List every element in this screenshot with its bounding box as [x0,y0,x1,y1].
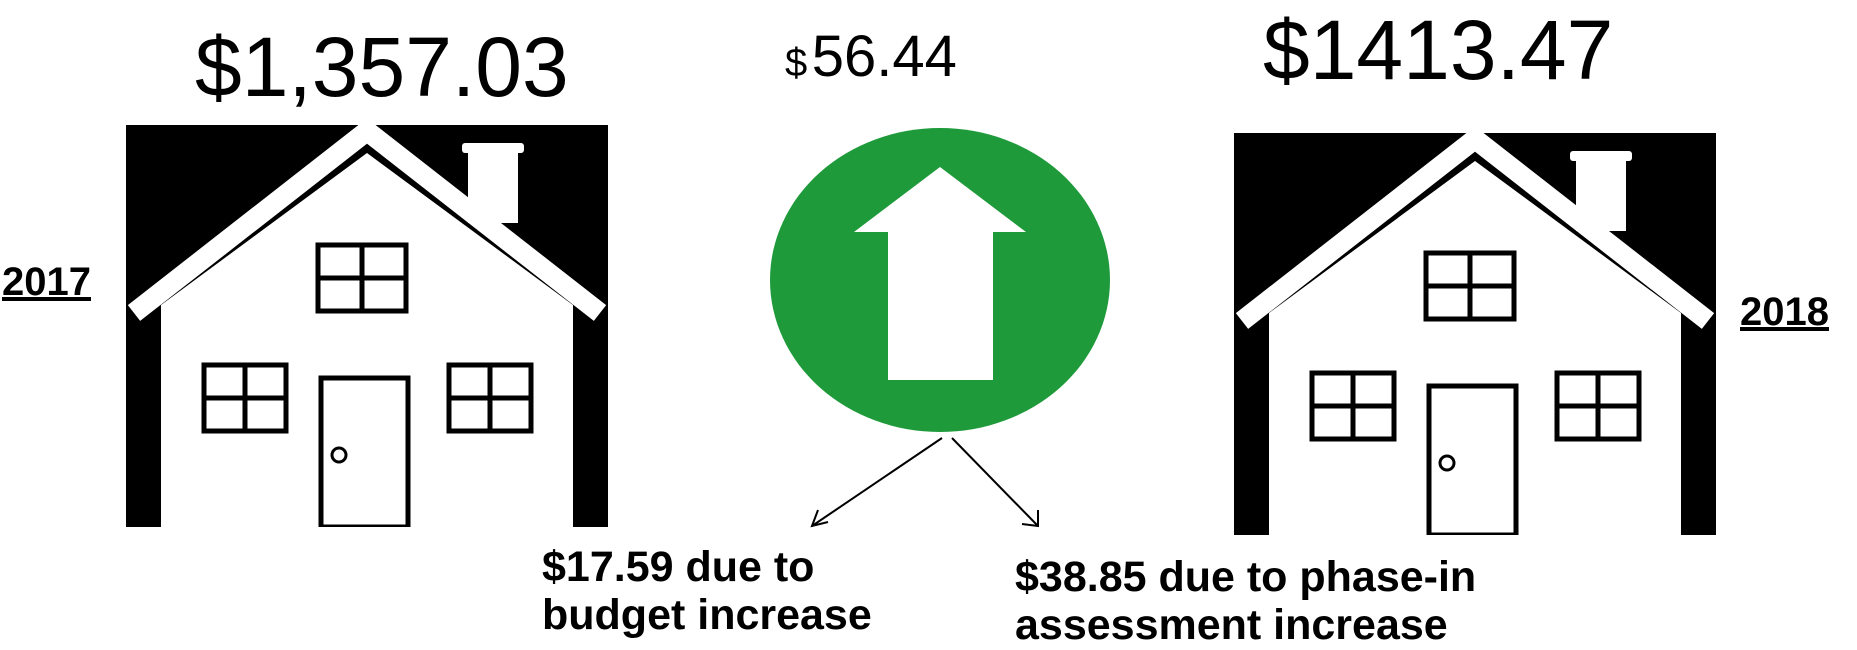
increase-indicator [768,125,1114,435]
assessment-note-line2: assessment increase [1015,601,1448,650]
assessment-increase-note: $38.85 due to phase-in assessment increa… [1015,553,1476,649]
budget-increase-note: $17.59 due to budget increase [542,543,872,639]
assessment-note-line1: $38.85 due to phase-in [1015,553,1477,601]
house-icon [1235,126,1715,538]
budget-note-line1: $17.59 due to [542,543,815,591]
amount-2017: $1,357.03 [195,20,569,114]
increase-value: 56.44 [811,24,957,89]
house-2017 [126,118,608,530]
year-label-2017: 2017 [2,260,91,304]
house-2018 [1234,126,1716,538]
year-label-2018: 2018 [1740,290,1829,334]
up-arrow-icon [770,128,1110,432]
increase-currency: $ [785,41,808,85]
budget-note-line2: budget increase [542,591,872,640]
house-icon [127,118,607,530]
breakdown-arrows [810,437,1039,528]
increase-amount: $ 56.44 [785,28,957,86]
amount-2018: $1413.47 [1263,3,1614,97]
